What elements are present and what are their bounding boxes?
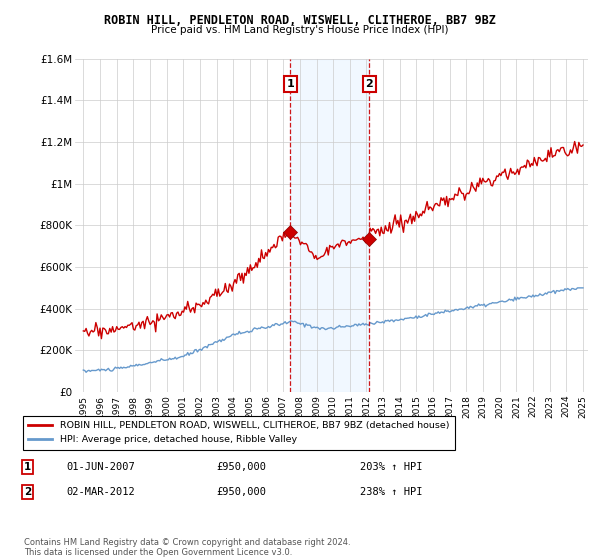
Text: Price paid vs. HM Land Registry's House Price Index (HPI): Price paid vs. HM Land Registry's House … bbox=[151, 25, 449, 35]
Text: Contains HM Land Registry data © Crown copyright and database right 2024.
This d: Contains HM Land Registry data © Crown c… bbox=[24, 538, 350, 557]
Text: ROBIN HILL, PENDLETON ROAD, WISWELL, CLITHEROE, BB7 9BZ: ROBIN HILL, PENDLETON ROAD, WISWELL, CLI… bbox=[104, 14, 496, 27]
Bar bbox=[290, 59, 370, 392]
Text: 2: 2 bbox=[365, 79, 373, 89]
Legend: ROBIN HILL, PENDLETON ROAD, WISWELL, CLITHEROE, BB7 9BZ (detached house), HPI: A: ROBIN HILL, PENDLETON ROAD, WISWELL, CLI… bbox=[23, 416, 455, 450]
Text: 1: 1 bbox=[286, 79, 294, 89]
Text: 02-MAR-2012: 02-MAR-2012 bbox=[66, 487, 135, 497]
Text: £950,000: £950,000 bbox=[216, 487, 266, 497]
Text: 1: 1 bbox=[24, 462, 31, 472]
Text: £950,000: £950,000 bbox=[216, 462, 266, 472]
Text: 01-JUN-2007: 01-JUN-2007 bbox=[66, 462, 135, 472]
Text: 238% ↑ HPI: 238% ↑ HPI bbox=[360, 487, 422, 497]
Text: 2: 2 bbox=[24, 487, 31, 497]
Text: 203% ↑ HPI: 203% ↑ HPI bbox=[360, 462, 422, 472]
